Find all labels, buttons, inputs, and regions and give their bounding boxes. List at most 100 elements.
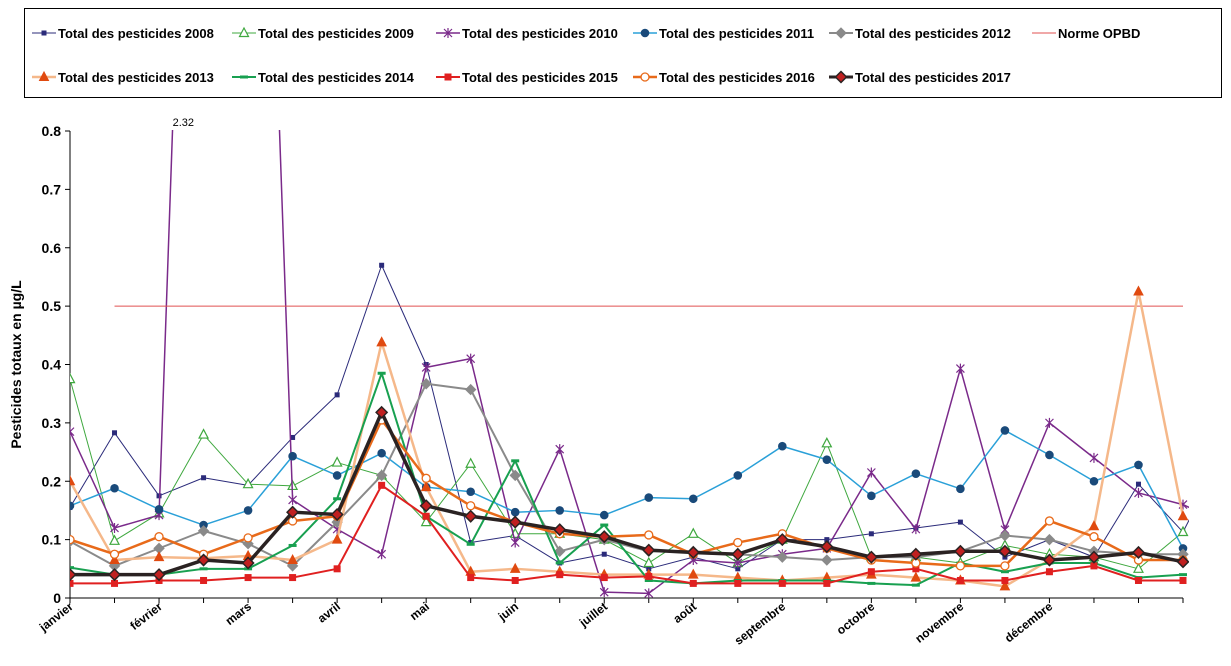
series-line-total-des-pesticides-2017 [70, 410, 1184, 577]
data-point [911, 469, 921, 478]
x-tick-label: mai [407, 599, 432, 623]
data-point [1177, 510, 1189, 521]
data-point [334, 392, 340, 398]
data-point [508, 515, 522, 529]
data-point [377, 448, 386, 458]
data-point [332, 471, 342, 480]
data-point [910, 571, 922, 582]
data-point [686, 545, 700, 560]
data-point [70, 372, 76, 384]
legend-swatch [633, 72, 657, 82]
x-tick-label: avril [315, 599, 343, 625]
x-tick-label: février [127, 599, 165, 633]
data-point [111, 579, 119, 587]
x-tick-label: novembre [912, 599, 966, 646]
data-point [1134, 576, 1142, 584]
legend-label: Total des pesticides 2009 [258, 25, 414, 41]
data-point [153, 551, 165, 562]
legend-swatch [436, 28, 460, 38]
data-point [553, 523, 567, 537]
data-point [287, 553, 298, 565]
data-point [1135, 481, 1141, 487]
legend-swatch [232, 75, 256, 79]
data-point [375, 405, 389, 419]
data-point [1000, 426, 1010, 435]
legend-swatch [32, 70, 56, 81]
y-tick-label: 0.6 [42, 240, 62, 256]
x-tick-label: août [671, 599, 700, 626]
legend-item-total-des-pesticides-2009: Total des pesticides 2009 [231, 24, 414, 42]
data-point [243, 506, 253, 515]
data-point [70, 534, 75, 545]
data-point [555, 444, 565, 455]
data-point [467, 574, 475, 582]
data-point [778, 579, 786, 587]
data-point [600, 574, 608, 582]
data-point [70, 568, 77, 582]
data-point [735, 566, 741, 572]
legend-item-total-des-pesticides-2015: Total des pesticides 2015 [435, 68, 618, 86]
data-point [820, 540, 834, 554]
data-point [1000, 561, 1010, 571]
y-tick-label: 0.3 [42, 415, 62, 431]
data-point [776, 551, 789, 563]
data-point [244, 574, 252, 582]
legend-marker [443, 28, 453, 38]
data-point [1088, 520, 1100, 531]
data-point [377, 549, 387, 560]
legend-label: Total des pesticides 2008 [58, 25, 214, 41]
data-point [464, 383, 477, 396]
data-point [866, 467, 876, 478]
data-point [196, 553, 211, 567]
data-point [824, 537, 830, 543]
series-total-des-pesticides-2011 [70, 426, 1188, 553]
data-point [1133, 285, 1144, 296]
data-point [201, 475, 207, 481]
data-point [1177, 525, 1189, 537]
y-tick-label: 0.7 [42, 181, 62, 197]
legend-label: Total des pesticides 2016 [659, 69, 815, 85]
data-point [70, 475, 76, 486]
data-point [1090, 562, 1098, 570]
data-point [1045, 417, 1054, 428]
data-point [197, 525, 210, 537]
data-point [510, 537, 520, 548]
data-point [1224, 520, 1231, 530]
legend-marker [640, 72, 650, 82]
data-point [243, 533, 253, 543]
y-tick-label: 0 [53, 590, 61, 606]
data-point [1225, 442, 1230, 447]
data-point [955, 561, 966, 571]
data-point [644, 588, 654, 599]
series-total-des-pesticides-2017 [70, 405, 1189, 582]
data-point [330, 507, 344, 522]
data-point [1089, 452, 1099, 463]
legend-swatch [232, 26, 256, 38]
data-point [1134, 460, 1143, 470]
data-point [599, 587, 609, 598]
data-point [1042, 553, 1057, 567]
data-point [419, 499, 433, 513]
chart-legend: Total des pesticides 2008 Total des pesti… [24, 8, 1222, 98]
data-point [953, 544, 967, 558]
x-tick-label: mars [223, 599, 254, 628]
x-tick-label: juin [495, 599, 521, 624]
data-point [109, 549, 120, 559]
data-point [601, 551, 607, 557]
data-point [821, 554, 833, 566]
data-point [555, 506, 565, 515]
data-point [289, 574, 297, 582]
data-point [422, 512, 430, 520]
series-total-des-pesticides-2014 [70, 371, 1187, 587]
data-point [1089, 476, 1099, 486]
data-point [778, 441, 787, 451]
data-point [198, 428, 210, 439]
data-point [955, 363, 965, 374]
legend-swatch [1032, 32, 1056, 34]
series-total-des-pesticides-2008 [70, 262, 1230, 572]
data-point [599, 510, 609, 520]
data-point [375, 469, 388, 482]
legend-marker [38, 70, 50, 81]
x-tick-label: juillet [576, 599, 610, 630]
plot-area [70, 130, 1231, 599]
